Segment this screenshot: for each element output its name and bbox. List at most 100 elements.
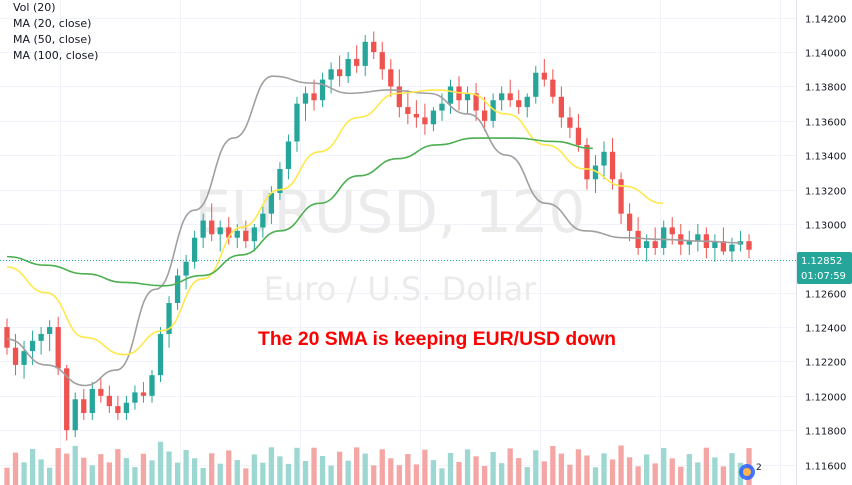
- price-axis[interactable]: 1.14200 1.14000 1.13800 1.13600 1.13400 1.132…: [796, 0, 852, 485]
- alert-count: 2: [756, 463, 762, 473]
- y-tick-label: 1.12000: [805, 393, 846, 404]
- candle-body: [302, 93, 309, 104]
- volume-bar: [541, 461, 547, 485]
- volume-bar: [183, 450, 189, 485]
- candles: [4, 31, 752, 441]
- candle-body: [106, 395, 112, 407]
- volume-bar: [550, 446, 556, 485]
- volume-bar: [678, 466, 684, 485]
- volume-bar: [456, 462, 462, 485]
- volume-bar: [575, 449, 582, 485]
- y-tick-label: 1.13600: [805, 118, 846, 129]
- candle-body: [319, 79, 326, 101]
- volume-bar: [703, 447, 710, 485]
- volume-bar: [430, 460, 437, 485]
- candle-body: [720, 241, 727, 252]
- volume-bar: [302, 461, 309, 485]
- volume-bar: [388, 458, 394, 485]
- volume-bar: [285, 463, 292, 485]
- legend-volume[interactable]: Vol (20): [13, 1, 56, 14]
- candle-body: [260, 213, 266, 228]
- legend-ma100[interactable]: MA (100, close): [13, 49, 99, 62]
- volume-bar: [251, 454, 257, 485]
- candle-body: [618, 179, 624, 214]
- volume-bar: [191, 458, 198, 485]
- volume-bar: [89, 465, 95, 485]
- candle-body: [609, 151, 616, 180]
- candle-body: [38, 333, 44, 341]
- candle-body: [157, 333, 164, 376]
- candle-body: [81, 399, 87, 414]
- candle-body: [430, 110, 437, 125]
- volume-bar: [567, 464, 573, 485]
- volume-bar: [12, 452, 19, 485]
- candle-body: [481, 110, 488, 121]
- volume-bar: [64, 453, 70, 485]
- candle-body: [507, 93, 513, 101]
- volume-bar: [166, 451, 172, 485]
- candle-body: [140, 392, 147, 396]
- volume-bar: [4, 467, 10, 485]
- candle-body: [567, 117, 573, 128]
- candle-body: [746, 241, 752, 250]
- volume-bar: [481, 466, 488, 485]
- volume-bar: [234, 460, 240, 485]
- candle-body: [98, 388, 104, 396]
- legend-ma20[interactable]: MA (20, close): [13, 17, 92, 30]
- indicator-legend: Vol (20) MA (20, close) MA (50, close) M…: [13, 0, 98, 64]
- volume-bar: [405, 454, 411, 485]
- volume-bars: [4, 441, 752, 485]
- volume-bar: [720, 466, 727, 485]
- candle-body: [652, 241, 658, 249]
- volume-bar: [396, 465, 402, 485]
- candle-body: [311, 93, 317, 101]
- alert-badge[interactable]: 2: [739, 463, 762, 480]
- volume-bar: [174, 462, 181, 485]
- volume-bar: [490, 452, 496, 485]
- candle-body: [55, 327, 61, 369]
- volume-bar: [328, 465, 334, 485]
- volume-bar: [21, 462, 27, 485]
- legend-ma50[interactable]: MA (50, close): [13, 33, 92, 46]
- volume-bar: [277, 456, 283, 485]
- price-label: 1.12852 01:07:59: [797, 252, 852, 284]
- volume-bar: [157, 441, 164, 485]
- volume-bar: [268, 447, 275, 485]
- candle-body: [447, 86, 454, 104]
- volume-bar: [72, 445, 78, 485]
- volume-bar: [652, 463, 658, 485]
- price-label-background: [797, 252, 852, 284]
- volume-bar: [55, 448, 61, 485]
- last-price-value: 1.12852: [801, 256, 842, 267]
- candle-body: [499, 93, 505, 101]
- candle-body: [601, 151, 607, 166]
- volume-bar: [98, 454, 104, 485]
- volume-bar: [584, 455, 590, 485]
- y-tick-label: 1.12600: [805, 290, 846, 301]
- candle-body: [149, 375, 155, 396]
- volume-bar: [712, 457, 718, 485]
- volume-bar: [473, 456, 479, 485]
- candle-body: [490, 100, 496, 121]
- ma50-line: [6, 89, 664, 356]
- bar-countdown: 01:07:59: [801, 271, 846, 282]
- volume-bar: [243, 468, 249, 485]
- candle-body: [46, 327, 53, 334]
- volume-bar: [115, 449, 121, 485]
- volume-bar: [200, 468, 206, 485]
- volume-bar: [294, 447, 300, 485]
- volume-bar: [592, 467, 599, 485]
- candle-body: [695, 234, 701, 242]
- volume-bar: [516, 458, 522, 485]
- y-tick-label: 1.14000: [805, 49, 846, 60]
- moving-averages: [6, 75, 742, 387]
- candle-body: [439, 103, 445, 111]
- volume-bar: [140, 453, 147, 485]
- volume-bar: [499, 463, 505, 485]
- volume-bar: [661, 448, 667, 485]
- volume-bar: [507, 448, 513, 485]
- y-tick-label: 1.13400: [805, 152, 846, 163]
- candle-body: [285, 141, 292, 169]
